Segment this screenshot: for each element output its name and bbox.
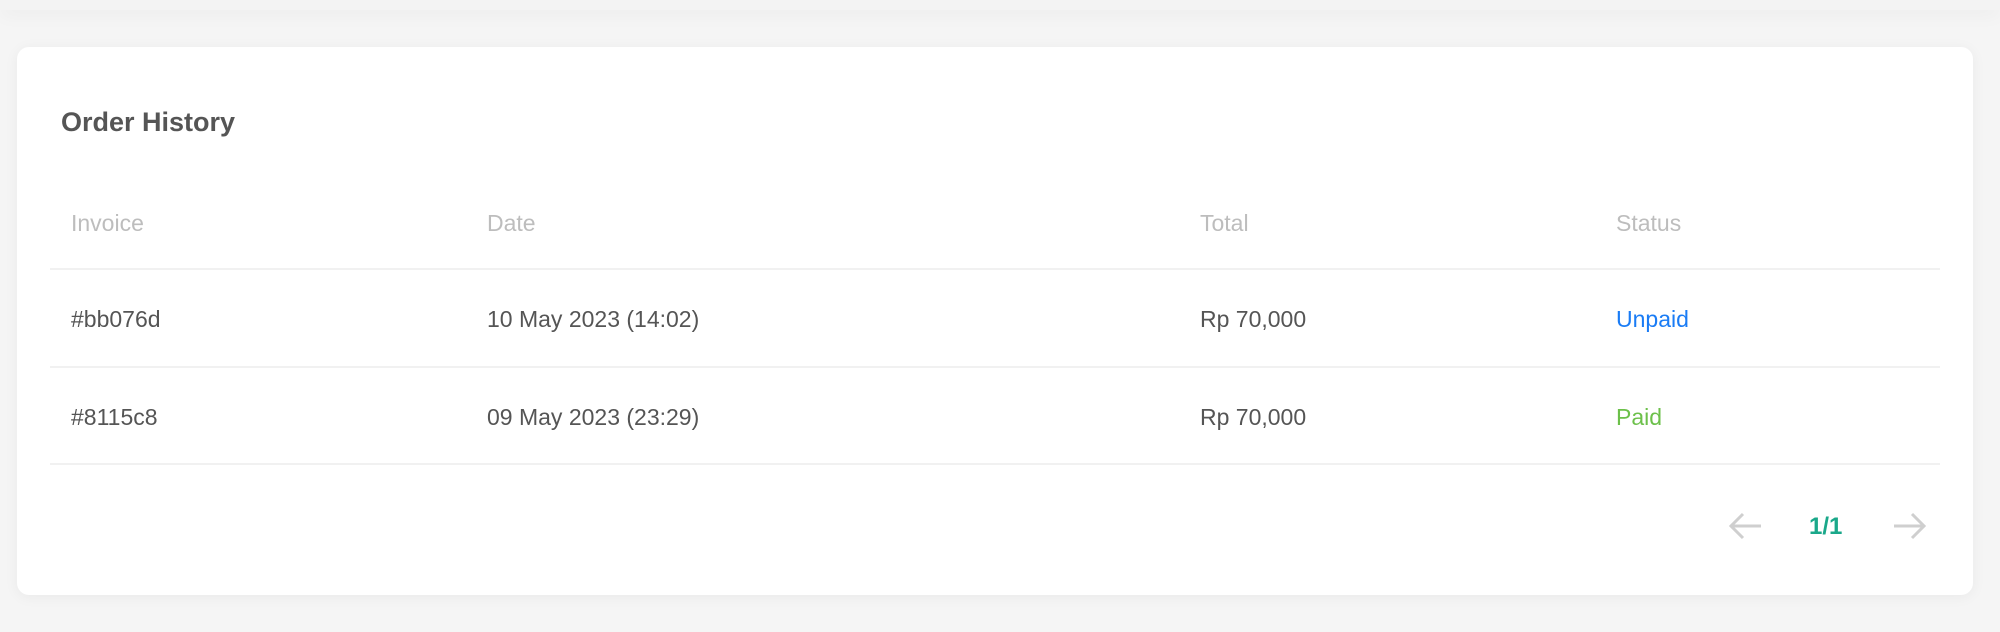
invoice-id[interactable]: #8115c8	[71, 404, 158, 430]
divider	[50, 366, 1940, 368]
order-history-card: Order History Invoice Date Total Status …	[17, 47, 1973, 595]
order-total: Rp 70,000	[1200, 306, 1307, 332]
card-title: Order History	[61, 107, 236, 137]
page-indicator: 1/1	[1809, 513, 1843, 540]
arrow-right-icon	[1894, 512, 1927, 540]
top-bar	[0, 0, 2000, 10]
status-badge: Paid	[1616, 404, 1663, 430]
next-page-button[interactable]	[1892, 510, 1928, 542]
column-header-date: Date	[487, 210, 536, 236]
prev-page-button[interactable]	[1727, 510, 1763, 542]
column-header-invoice: Invoice	[71, 210, 144, 236]
arrow-left-icon	[1728, 512, 1761, 540]
order-date: 10 May 2023 (14:02)	[487, 306, 700, 332]
divider	[50, 463, 1940, 465]
column-header-status: Status	[1616, 210, 1682, 236]
order-date: 09 May 2023 (23:29)	[487, 404, 700, 430]
status-badge: Unpaid	[1616, 306, 1689, 332]
column-header-total: Total	[1200, 210, 1249, 236]
divider	[50, 268, 1940, 270]
invoice-id[interactable]: #bb076d	[71, 306, 161, 332]
order-total: Rp 70,000	[1200, 404, 1307, 430]
